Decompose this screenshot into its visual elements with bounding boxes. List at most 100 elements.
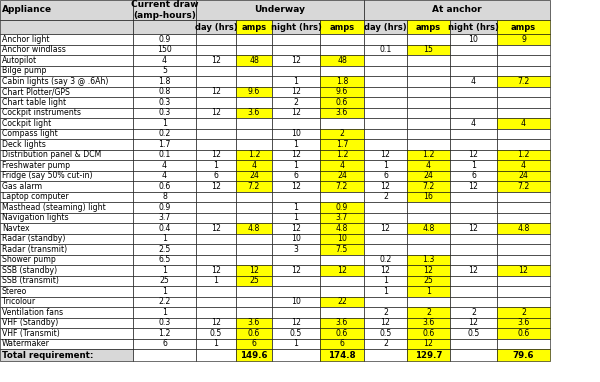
Bar: [0, 296, 133, 307]
Text: 0.6: 0.6: [336, 329, 348, 338]
Bar: [497, 296, 550, 307]
Bar: [320, 244, 364, 254]
Text: 0.6: 0.6: [336, 98, 348, 107]
Bar: [497, 244, 550, 254]
Bar: [320, 55, 364, 65]
Bar: [450, 181, 497, 191]
Bar: [450, 254, 497, 265]
Bar: [364, 86, 407, 97]
Bar: [364, 139, 407, 149]
Bar: [196, 181, 236, 191]
Bar: [407, 149, 450, 160]
Bar: [272, 44, 320, 55]
Bar: [236, 76, 272, 86]
Text: 0.1: 0.1: [158, 150, 170, 159]
Bar: [0, 275, 133, 286]
Bar: [364, 307, 407, 317]
Bar: [196, 34, 236, 44]
Bar: [0, 307, 133, 317]
Text: Fridge (say 50% cut-in): Fridge (say 50% cut-in): [2, 171, 92, 180]
Bar: [407, 55, 450, 65]
Bar: [450, 128, 497, 139]
Bar: [364, 55, 407, 65]
Bar: [272, 97, 320, 107]
Bar: [272, 202, 320, 212]
Text: 4: 4: [251, 161, 257, 170]
Bar: [133, 170, 196, 181]
Bar: [272, 233, 320, 244]
Bar: [133, 212, 196, 223]
Bar: [407, 160, 450, 170]
Bar: [0, 139, 133, 149]
Bar: [272, 265, 320, 275]
Text: 7.5: 7.5: [336, 245, 348, 254]
Bar: [450, 86, 497, 97]
Bar: [320, 76, 364, 86]
Bar: [450, 139, 497, 149]
Text: Masthead (steaming) light: Masthead (steaming) light: [2, 203, 106, 212]
Text: 4: 4: [340, 161, 344, 170]
Bar: [320, 202, 364, 212]
Bar: [236, 181, 272, 191]
Text: 12: 12: [291, 108, 301, 117]
Bar: [272, 76, 320, 86]
Bar: [320, 170, 364, 181]
Text: Current draw
(amp-hours): Current draw (amp-hours): [131, 0, 199, 20]
Bar: [133, 160, 196, 170]
Text: 7.2: 7.2: [248, 182, 260, 191]
Text: Stereo: Stereo: [2, 287, 27, 296]
Text: Deck lights: Deck lights: [2, 140, 46, 149]
Bar: [320, 349, 364, 361]
Bar: [450, 65, 497, 76]
Bar: [497, 149, 550, 160]
Bar: [196, 76, 236, 86]
Text: 3.6: 3.6: [336, 108, 348, 117]
Text: 1: 1: [214, 339, 218, 348]
Text: night (hrs): night (hrs): [271, 23, 322, 31]
Text: 12: 12: [211, 87, 221, 96]
Text: 0.4: 0.4: [158, 224, 170, 233]
Text: 1: 1: [383, 287, 388, 296]
Bar: [320, 212, 364, 223]
Bar: [364, 76, 407, 86]
Text: 9.6: 9.6: [336, 87, 348, 96]
Bar: [272, 181, 320, 191]
Text: Chart Plotter/GPS: Chart Plotter/GPS: [2, 87, 70, 96]
Text: 25: 25: [249, 276, 259, 285]
Bar: [196, 191, 236, 202]
Bar: [0, 233, 133, 244]
Text: 1.2: 1.2: [422, 150, 434, 159]
Bar: [407, 65, 450, 76]
Text: 1: 1: [162, 287, 167, 296]
Bar: [497, 34, 550, 44]
Bar: [196, 128, 236, 139]
Bar: [450, 34, 497, 44]
Text: 12: 12: [291, 182, 301, 191]
Bar: [196, 65, 236, 76]
Bar: [497, 86, 550, 97]
Bar: [196, 233, 236, 244]
Bar: [450, 107, 497, 118]
Text: 48: 48: [337, 56, 347, 65]
Bar: [450, 296, 497, 307]
Text: 1: 1: [293, 339, 299, 348]
Text: VHF (Transmit): VHF (Transmit): [2, 329, 60, 338]
Text: 0.6: 0.6: [248, 329, 260, 338]
Bar: [196, 20, 236, 34]
Bar: [320, 65, 364, 76]
Bar: [320, 286, 364, 296]
Text: 12: 12: [424, 266, 433, 275]
Text: 12: 12: [211, 182, 221, 191]
Bar: [407, 86, 450, 97]
Text: 5: 5: [162, 66, 167, 75]
Text: 0.9: 0.9: [158, 35, 170, 44]
Bar: [450, 170, 497, 181]
Text: 0.6: 0.6: [422, 329, 434, 338]
Text: 1: 1: [293, 213, 299, 222]
Bar: [133, 349, 196, 361]
Bar: [0, 118, 133, 128]
Bar: [133, 139, 196, 149]
Bar: [364, 44, 407, 55]
Bar: [320, 34, 364, 44]
Bar: [236, 86, 272, 97]
